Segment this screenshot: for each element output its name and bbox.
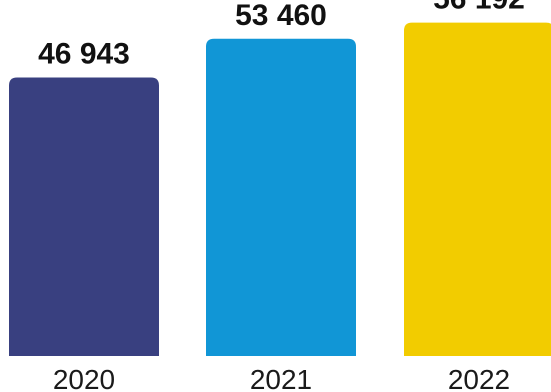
category-labels-group: 2020 2021 2022 — [53, 364, 510, 392]
value-label-2021: 53 460 — [235, 0, 327, 32]
category-label-2020: 2020 — [53, 364, 115, 392]
bar-2021 — [206, 38, 356, 356]
bar-2020 — [9, 77, 159, 357]
value-label-2022: 56 192 — [433, 0, 525, 16]
category-label-2022: 2022 — [448, 364, 510, 392]
value-labels-group: 46 943 53 460 56 192 — [38, 0, 525, 70]
bar-2022 — [404, 22, 551, 356]
bars-group — [9, 22, 551, 357]
value-label-2020: 46 943 — [38, 37, 130, 70]
category-label-2021: 2021 — [250, 364, 312, 392]
